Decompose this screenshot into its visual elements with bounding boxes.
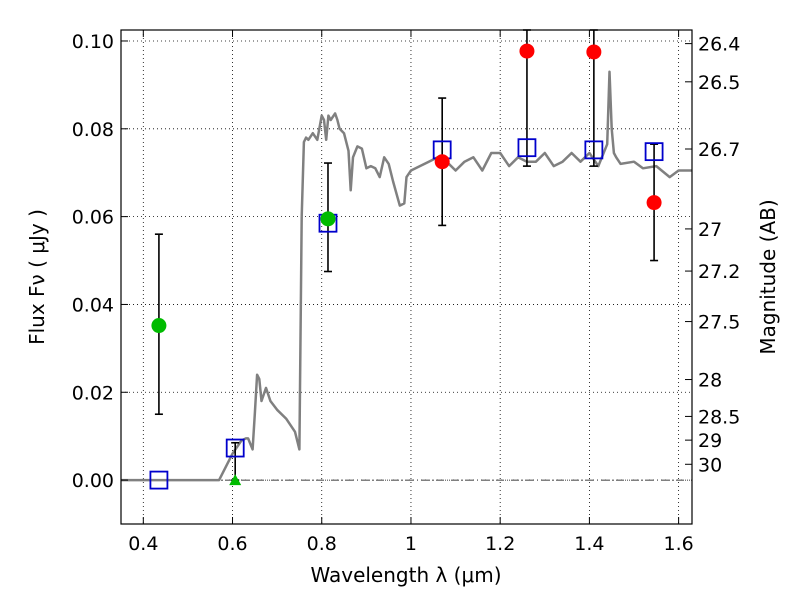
y-tick-labels: 0.00 0.02 0.04 0.06 0.08 0.10: [72, 31, 114, 492]
x-tick-label: 1.2: [485, 533, 515, 555]
model-spectrum-line: [121, 70, 692, 482]
y-tick-label: 0.08: [72, 119, 114, 141]
y-tick-label: 0.06: [72, 207, 114, 229]
data-point-circle: [519, 43, 535, 59]
data-markers: [149, 43, 664, 490]
data-point-square: [584, 140, 604, 160]
magnitude-tick-label: 27.5: [698, 312, 740, 334]
x-tick-label: 1: [405, 533, 417, 555]
data-point-square: [644, 142, 664, 162]
plot-frame: [120, 29, 693, 525]
magnitude-tick-label: 27: [698, 219, 722, 241]
data-point-circle: [646, 195, 662, 211]
plot-area: [121, 30, 692, 524]
x-tick-labels: 0.4 0.6 0.8 1 1.2 1.4 1.6: [128, 533, 694, 555]
data-point-square: [225, 438, 245, 458]
y-axis-label: Flux Fν ( μJy ): [25, 209, 49, 345]
magnitude-tick-label: 29: [698, 430, 722, 452]
x-tick-label: 1.6: [664, 533, 694, 555]
data-point-square: [517, 138, 537, 158]
magnitude-tick-label: 26.7: [698, 139, 740, 161]
data-point-circle: [320, 211, 336, 227]
data-point-square: [149, 470, 169, 490]
x-tick-label: 0.4: [128, 533, 158, 555]
magnitude-tick-label: 28.5: [698, 406, 740, 428]
y-tick-label: 0.04: [72, 294, 114, 316]
data-point-triangle: [229, 474, 242, 486]
data-point-circle: [151, 318, 167, 334]
magnitude-tick-label: 26.4: [698, 34, 740, 56]
magnitude-tick-label: 30: [698, 454, 722, 476]
y-tick-label: 0.02: [72, 382, 114, 404]
right-axis-label: Magnitude (AB): [756, 199, 780, 354]
x-tick-label: 1.4: [574, 533, 604, 555]
data-point-circle: [434, 154, 450, 170]
data-point-circle: [586, 44, 602, 60]
x-axis-label: Wavelength λ (μm): [310, 563, 501, 587]
y-tick-label: 0.00: [72, 470, 114, 492]
x-tick-label: 0.8: [307, 533, 337, 555]
magnitude-tick-label: 28: [698, 370, 722, 392]
x-tick-label: 0.6: [217, 533, 247, 555]
model-spectrum-layer: [121, 70, 692, 482]
axis-ticks: [121, 30, 692, 524]
magnitude-tick-label: 26.5: [698, 72, 740, 94]
magnitude-tick-label: 27.2: [698, 261, 740, 283]
y-tick-label: 0.10: [72, 31, 114, 53]
